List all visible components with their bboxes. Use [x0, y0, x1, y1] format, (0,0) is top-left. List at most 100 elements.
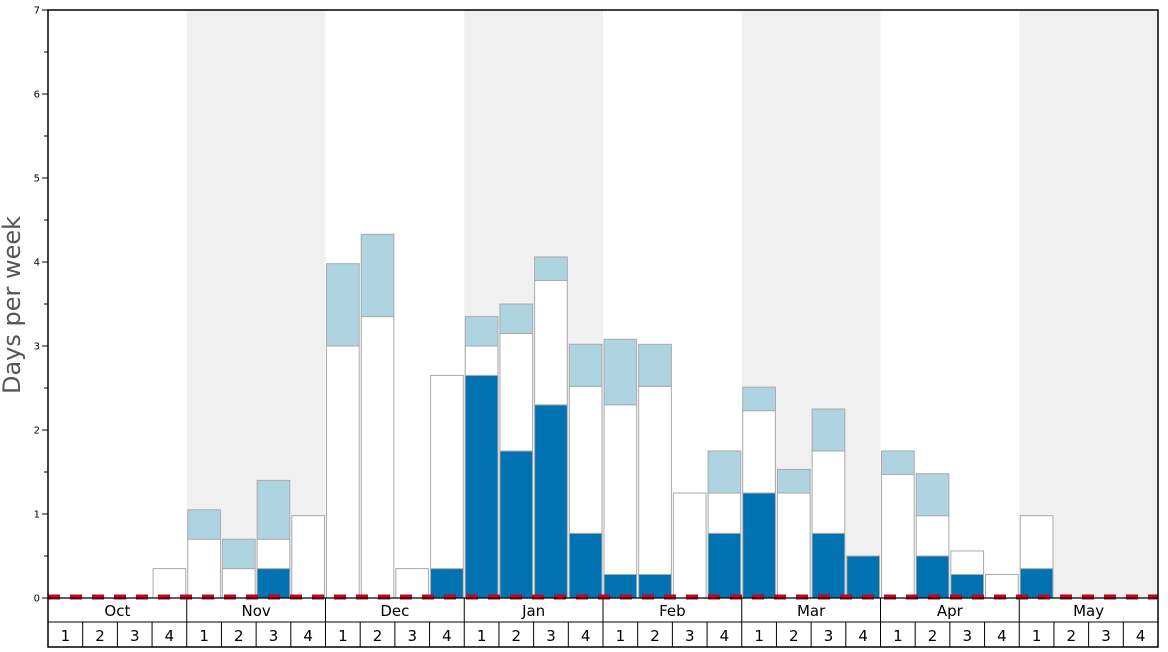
week-label: 4: [858, 627, 868, 645]
bar-segment-middle: [187, 538, 221, 599]
month-shade-may: [1019, 10, 1158, 598]
bar-segment-middle: [291, 515, 325, 599]
bars: [152, 233, 1054, 599]
bar-segment-middle: [811, 450, 846, 534]
y-tick-label: 4: [34, 258, 40, 269]
y-tick-label: 3: [34, 342, 40, 353]
month-label-feb: Feb: [659, 602, 686, 620]
bar-segment-top: [221, 538, 256, 570]
bar-segment-top: [568, 343, 603, 387]
bar-segment-bottom: [707, 532, 742, 599]
week-label: 1: [1032, 627, 1042, 645]
bar-segment-top: [499, 303, 534, 334]
bar-segment-middle: [568, 385, 603, 534]
bar-segment-middle: [464, 345, 499, 376]
week-label: 4: [720, 627, 730, 645]
bar-segment-top: [187, 509, 221, 540]
bar-segment-middle: [499, 332, 534, 452]
bar-segment-middle: [430, 374, 464, 570]
bar-segment-top: [638, 343, 672, 387]
bar-segment-bottom: [811, 532, 846, 599]
week-label: 4: [581, 627, 591, 645]
week-label: 3: [269, 627, 279, 645]
month-shade-nov: [186, 10, 326, 598]
bar-segment-bottom: [603, 573, 638, 599]
bar-segment-middle: [534, 279, 568, 406]
y-tick-label: 5: [34, 174, 40, 185]
y-axis-label: Days per week: [0, 216, 26, 394]
week-label: 1: [199, 627, 209, 645]
week-label: 3: [1101, 627, 1111, 645]
bar-segment-middle: [256, 538, 291, 570]
bar-segment-bottom: [534, 404, 568, 599]
bar-segment-bottom: [256, 568, 291, 599]
week-label: 1: [754, 627, 764, 645]
month-label-oct: Oct: [104, 602, 130, 620]
bar-segment-middle: [1019, 515, 1054, 570]
bar-segment-bottom: [430, 568, 464, 599]
week-label: 2: [234, 627, 244, 645]
week-label: 4: [303, 627, 313, 645]
month-shading: [186, 10, 1158, 598]
bar-segment-middle: [221, 568, 256, 599]
week-label: 1: [616, 627, 626, 645]
bar-segment-bottom: [464, 374, 499, 599]
bar-segment-bottom: [915, 555, 950, 599]
month-label-nov: Nov: [241, 602, 270, 620]
week-label: 2: [373, 627, 383, 645]
week-label: 2: [650, 627, 660, 645]
bar-segment-middle: [742, 410, 776, 494]
bar-segment-top: [256, 479, 291, 540]
bar-segment-bottom: [638, 573, 672, 599]
week-label: 3: [962, 627, 972, 645]
week-label: 1: [61, 627, 71, 645]
y-tick-label: 6: [34, 90, 40, 101]
month-label-jan: Jan: [521, 602, 545, 620]
week-label: 4: [1136, 627, 1146, 645]
week-label: 3: [685, 627, 695, 645]
bar-segment-middle: [915, 515, 950, 557]
bar-segment-middle: [326, 345, 360, 599]
x-axis: Oct 1 2 3 4 Nov 1 2 3 4 Dec 1 2 3 4 Jan 1 2 3 4 Feb 1 2 3 4 Mar 1 2…: [48, 597, 1158, 647]
week-label: 1: [893, 627, 903, 645]
month-label-mar: Mar: [797, 602, 826, 620]
bar-segment-top: [707, 450, 742, 494]
bar-segment-top: [776, 468, 811, 494]
week-label: 2: [1067, 627, 1077, 645]
bar-segment-top: [326, 263, 360, 347]
bar-segment-top: [742, 386, 776, 412]
bar-segment-middle: [707, 492, 742, 534]
bar-segment-top: [464, 316, 499, 347]
bar-segment-bottom: [568, 532, 603, 599]
month-label-may: May: [1073, 602, 1104, 620]
bar-segment-middle: [603, 404, 638, 575]
week-label: 2: [512, 627, 522, 645]
y-tick-label: 7: [34, 6, 40, 17]
y-tick-label: 0: [34, 594, 40, 605]
bar-segment-top: [360, 233, 395, 318]
bar-segment-middle: [672, 492, 707, 599]
week-label: 3: [824, 627, 834, 645]
bar-segment-middle: [950, 550, 985, 575]
week-label: 2: [95, 627, 105, 645]
week-label: 1: [477, 627, 487, 645]
bar-segment-middle: [152, 568, 187, 599]
week-label: 4: [165, 627, 175, 645]
bar-segment-bottom: [1019, 568, 1054, 599]
week-label: 2: [789, 627, 799, 645]
bar-segment-middle: [881, 474, 915, 599]
bar-segment-top: [811, 408, 846, 452]
y-tick-label: 1: [34, 510, 40, 521]
week-label: 4: [442, 627, 452, 645]
bar-segment-middle: [985, 573, 1019, 599]
bar-segment-middle: [395, 568, 430, 599]
week-label: 4: [997, 627, 1007, 645]
week-label: 3: [130, 627, 140, 645]
bar-segment-bottom: [499, 450, 534, 599]
week-label: 3: [546, 627, 556, 645]
month-label-dec: Dec: [380, 602, 409, 620]
bar-segment-middle: [360, 316, 395, 599]
bar-segment-middle: [638, 385, 672, 575]
